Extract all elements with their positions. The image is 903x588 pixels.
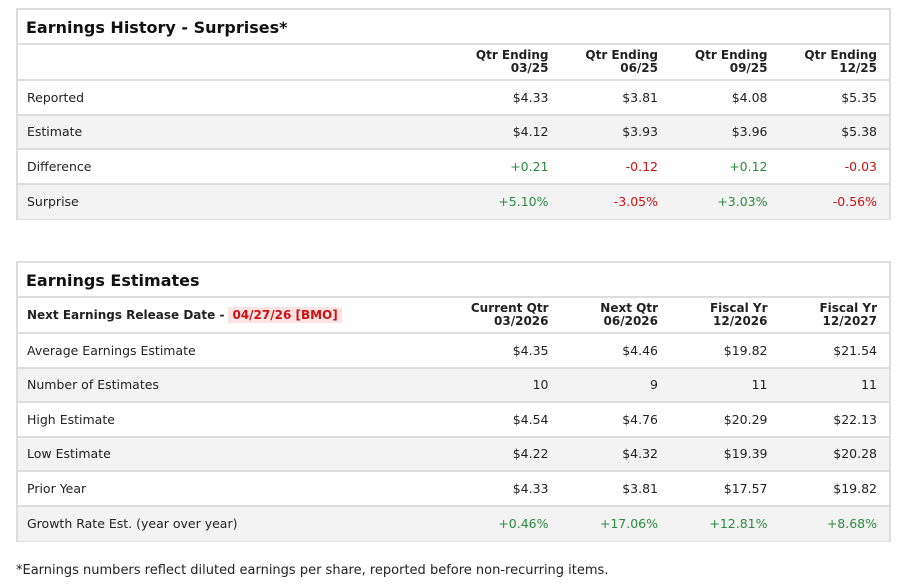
table-row: Reported $4.33 $3.81 $4.08 $5.35: [18, 81, 889, 116]
section-title: Earnings History - Surprises*: [18, 10, 889, 45]
column-header: Qtr Ending 09/25: [667, 49, 777, 75]
row-label: Low Estimate: [27, 446, 111, 462]
release-label: Next Earnings Release Date -: [27, 307, 225, 322]
cell-value: $3.96: [731, 124, 768, 140]
cell-value: 9: [650, 377, 658, 393]
column-header-line: Current Qtr: [470, 301, 549, 315]
column-header: Current Qtr 03/2026: [448, 302, 558, 328]
cell-value: $5.35: [841, 89, 877, 105]
release-date: 04/27/26 [BMO]: [228, 306, 342, 323]
cell-value: 11: [861, 377, 877, 393]
column-header: Fiscal Yr 12/2027: [777, 302, 887, 328]
column-header-line: 12/2026: [713, 314, 768, 328]
header-row: Qtr Ending 03/25 Qtr Ending 06/25 Qtr Ending…: [18, 45, 889, 81]
column-header: Qtr Ending 06/25: [558, 49, 668, 75]
cell-value: -0.56%: [832, 194, 877, 210]
cell-value: $5.38: [841, 124, 877, 140]
column-header-line: Fiscal Yr: [709, 301, 768, 315]
cell-value: -3.05%: [613, 194, 658, 210]
table-row: Growth Rate Est. (year over year) +0.46% +…: [18, 506, 889, 541]
row-label: Reported: [27, 89, 85, 105]
cell-value: -0.12: [625, 158, 658, 174]
cell-value: 10: [532, 377, 549, 393]
table-row: Low Estimate $4.22 $4.32 $19.39 $20.28: [18, 437, 889, 472]
column-header: Qtr Ending 12/25: [777, 49, 887, 75]
row-label: Prior Year: [27, 480, 87, 496]
cell-value: $19.82: [723, 342, 768, 358]
column-header-line: Qtr Ending: [804, 48, 877, 62]
column-header: Fiscal Yr 12/2026: [667, 302, 777, 328]
column-header-line: Qtr Ending: [585, 48, 658, 62]
cell-value: +8.68%: [826, 516, 877, 532]
column-header-line: 03/2026: [494, 314, 549, 328]
cell-value: $20.29: [723, 411, 768, 427]
column-header-line: 12/2027: [822, 314, 877, 328]
earnings-history-table: Earnings History - Surprises* Qtr Ending…: [16, 8, 891, 220]
table-row: High Estimate $4.54 $4.76 $20.29 $22.13: [18, 403, 889, 438]
column-header: Next Qtr 06/2026: [558, 302, 668, 328]
table-row: Surprise +5.10% -3.05% +3.03% -0.56%: [18, 184, 889, 219]
cell-value: $4.76: [622, 411, 658, 427]
cell-value: +3.03%: [717, 194, 768, 210]
cell-value: $4.08: [731, 89, 768, 105]
cell-value: $17.57: [723, 480, 768, 496]
cell-value: +12.81%: [709, 516, 768, 532]
cell-value: $4.12: [512, 124, 549, 140]
table-row: Difference +0.21 -0.12 +0.12 -0.03: [18, 150, 889, 185]
cell-value: $3.81: [622, 480, 658, 496]
cell-value: +17.06%: [599, 516, 658, 532]
row-label: Surprise: [27, 194, 79, 210]
cell-value: 11: [751, 377, 768, 393]
cell-value: $4.54: [512, 411, 549, 427]
cell-value: $4.46: [622, 342, 658, 358]
cell-value: $4.33: [512, 480, 549, 496]
cell-value: -0.03: [844, 158, 877, 174]
row-label: High Estimate: [27, 411, 115, 427]
cell-value: $4.22: [512, 446, 549, 462]
column-header-line: 12/25: [839, 61, 877, 75]
cell-value: +0.21: [510, 158, 549, 174]
column-header-line: Fiscal Yr: [819, 301, 877, 315]
cell-value: +0.46%: [498, 516, 549, 532]
cell-value: $4.35: [512, 342, 549, 358]
cell-value: $3.93: [622, 124, 658, 140]
row-label: Number of Estimates: [27, 377, 159, 393]
table-row: Prior Year $4.33 $3.81 $17.57 $19.82: [18, 472, 889, 507]
header-row: Next Earnings Release Date -04/27/26 [BM…: [18, 298, 889, 334]
table-row: Average Earnings Estimate $4.35 $4.46 $19.8…: [18, 334, 889, 369]
section-title: Earnings Estimates: [18, 263, 889, 298]
table-row: Estimate $4.12 $3.93 $3.96 $5.38: [18, 115, 889, 150]
cell-value: $21.54: [833, 342, 877, 358]
column-header-line: Qtr Ending: [475, 48, 549, 62]
cell-value: +0.12: [729, 158, 768, 174]
column-header-line: Qtr Ending: [694, 48, 768, 62]
column-header-line: 06/25: [620, 61, 658, 75]
cell-value: $20.28: [833, 446, 877, 462]
column-header: Qtr Ending 03/25: [448, 49, 558, 75]
release-date-label: Next Earnings Release Date -04/27/26 [BM…: [18, 306, 448, 323]
row-label: Growth Rate Est. (year over year): [27, 516, 238, 532]
cell-value: $22.13: [833, 411, 877, 427]
row-label: Average Earnings Estimate: [27, 342, 196, 358]
footnote: *Earnings numbers reflect diluted earnin…: [16, 563, 609, 578]
column-header-line: 09/25: [729, 61, 768, 75]
row-label: Difference: [27, 158, 92, 174]
column-header-line: Next Qtr: [600, 301, 658, 315]
cell-value: $19.39: [723, 446, 768, 462]
table-row: Number of Estimates 10 9 11 11: [18, 368, 889, 403]
cell-value: $19.82: [833, 480, 877, 496]
row-label: Estimate: [27, 124, 83, 140]
cell-value: $4.32: [622, 446, 658, 462]
earnings-estimates-table: Earnings Estimates Next Earnings Release…: [16, 261, 891, 542]
cell-value: $4.33: [512, 89, 549, 105]
column-header-line: 06/2026: [603, 314, 658, 328]
cell-value: +5.10%: [498, 194, 549, 210]
cell-value: $3.81: [622, 89, 658, 105]
column-header-line: 03/25: [510, 61, 549, 75]
